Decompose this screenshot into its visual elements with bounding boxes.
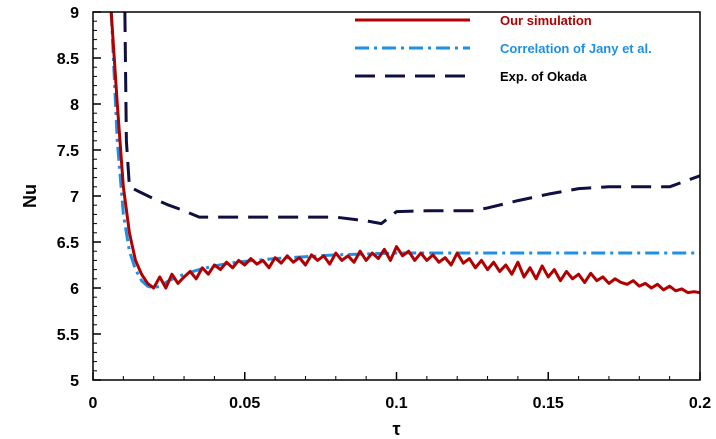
y-axis-title: Nu [20,184,40,208]
y-tick-label: 7 [70,189,79,206]
y-tick-label: 7.5 [57,143,79,160]
legend: Our simulation Correlation of Jany et al.… [355,13,652,84]
x-tick-label: 0.1 [385,395,407,412]
y-tick-label: 6 [70,281,79,298]
x-tick-label: 0.2 [689,395,711,412]
tick-labels: 0 0.05 0.1 0.15 0.2 5 5.5 6 6.5 7 7.5 8 8.5 9 [57,5,711,412]
axis-ticks [92,11,701,381]
x-tick-label: 0.05 [229,395,260,412]
x-axis-title: τ [392,419,400,439]
x-tick-label: 0 [89,395,98,412]
y-tick-label: 9 [70,5,79,22]
series-line-our-simulation [109,12,700,295]
y-tick-label: 6.5 [57,235,79,252]
series-layer [109,12,700,295]
legend-label: Exp. of Okada [500,69,587,84]
y-tick-label: 8.5 [57,51,79,68]
x-tick-label: 0.15 [533,395,564,412]
y-tick-label: 5 [70,373,79,390]
y-tick-label: 5.5 [57,327,79,344]
series-line-correlation-of-jany-et-al [109,12,700,290]
legend-label: Correlation of Jany et al. [500,41,652,56]
y-tick-label: 8 [70,97,79,114]
plot-frame [92,11,701,381]
legend-label: Our simulation [500,13,592,28]
